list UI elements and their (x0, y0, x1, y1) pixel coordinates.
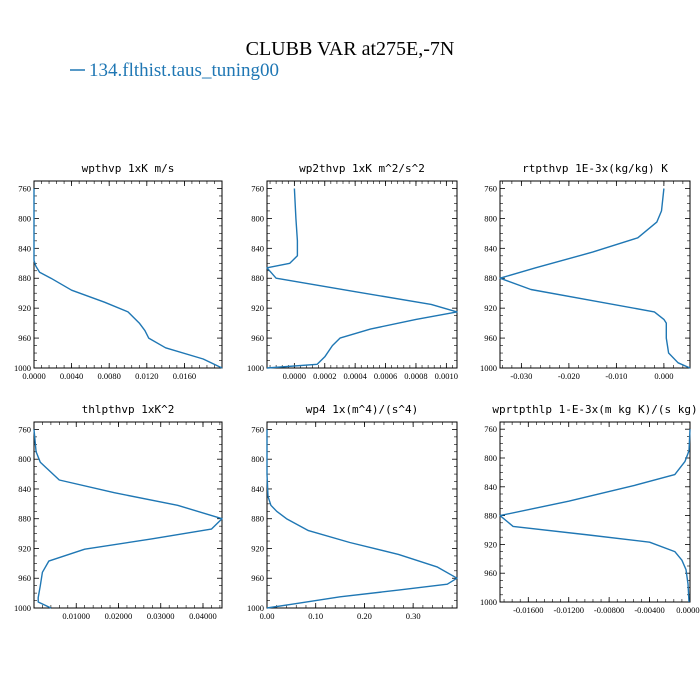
y-tick-label: 1000 (480, 597, 497, 607)
y-tick-label: 840 (484, 482, 497, 492)
y-tick-label: 1000 (14, 363, 31, 373)
x-tick-label: 0.000 (654, 371, 673, 381)
plot-frame (33, 421, 223, 609)
y-tick-label: 800 (484, 213, 497, 223)
series-line (33, 429, 223, 609)
y-tick-label: 800 (484, 453, 497, 463)
series-line (499, 188, 691, 369)
y-tick-label: 760 (484, 183, 497, 193)
x-tick-label: -0.01200 (553, 605, 583, 615)
x-tick-label: -0.020 (558, 371, 580, 381)
panel-title: wp4 1x(m^4)/(s^4) (306, 403, 419, 416)
y-tick-label: 800 (18, 213, 31, 223)
panel-5: wp4 1x(m^4)/(s^4)76080084088092096010000… (247, 403, 458, 621)
x-tick-label: -0.00800 (594, 605, 624, 615)
x-tick-label: 0.01000 (62, 611, 90, 621)
panel-6: wprtpthlp 1-E-3x(m kg K)/(s kg) 760 800 840… (480, 403, 700, 615)
y-tick-label: 880 (484, 511, 497, 521)
y-tick-label: 880 (251, 514, 264, 524)
y-tick-label: 920 (18, 543, 31, 553)
x-tick-label: -0.030 (510, 371, 532, 381)
y-tick-label: 1000 (480, 363, 497, 373)
figure-title: CLUBB VAR at275E,-7N (246, 38, 455, 60)
series-line (266, 429, 458, 609)
y-tick-label: 880 (484, 273, 497, 283)
y-tick-label: 920 (18, 303, 31, 313)
y-tick-label: 1000 (247, 363, 264, 373)
x-tick-label: 0.0008 (404, 371, 427, 381)
y-tick-label: 760 (484, 424, 497, 434)
panels: wpthvp 1xK m/s76080084088092096010000.00… (14, 162, 700, 621)
y-tick-label: 1000 (14, 603, 31, 613)
y-tick-label: 840 (18, 243, 31, 253)
y-tick-label: 880 (18, 514, 31, 524)
x-tick-label: -0.00400 (634, 605, 664, 615)
plot-frame (33, 180, 223, 369)
y-tick-label: 960 (251, 573, 264, 583)
series-line (33, 188, 223, 369)
y-tick-label: 760 (251, 424, 264, 434)
y-tick-label: 960 (18, 333, 31, 343)
y-tick-label: 760 (18, 424, 31, 434)
plot-frame (499, 421, 691, 603)
plot-frame (266, 180, 458, 369)
panel-title: thlpthvp 1xK^2 (82, 403, 175, 416)
x-tick-label: 0.02000 (105, 611, 133, 621)
plot-frame (499, 180, 691, 369)
x-tick-label: 0.20 (357, 611, 372, 621)
x-tick-label: 0.0010 (435, 371, 458, 381)
y-tick-label: 960 (251, 333, 264, 343)
y-tick-label: 880 (251, 273, 264, 283)
y-tick-label: 960 (18, 573, 31, 583)
x-tick-label: 0.30 (406, 611, 421, 621)
panel-4: thlpthvp 1xK^2 760 800 840 880 920 960 1000 0.01… (14, 403, 223, 621)
y-tick-label: 960 (484, 568, 497, 578)
panel-2: wp2thvp 1xK m^2/s^2 760 800 840 880 920 960 100… (247, 162, 458, 381)
y-tick-label: 840 (484, 243, 497, 253)
y-tick-label: 840 (18, 484, 31, 494)
x-tick-label: 0.00 (260, 611, 275, 621)
x-tick-label: 0.04000 (189, 611, 217, 621)
panel-1: wpthvp 1xK m/s76080084088092096010000.00… (14, 162, 223, 381)
y-tick-label: 920 (484, 303, 497, 313)
x-tick-label: 0.0006 (374, 371, 397, 381)
y-tick-label: 840 (251, 243, 264, 253)
panel-title: rtpthvp 1E-3x(kg/kg) K (522, 162, 668, 175)
x-tick-label: 0.0080 (98, 371, 121, 381)
x-tick-label: 0.0040 (60, 371, 83, 381)
panel-title: wprtpthlp 1-E-3x(m kg K)/(s kg) (492, 403, 697, 416)
y-tick-label: 800 (18, 454, 31, 464)
x-tick-label: -0.010 (605, 371, 627, 381)
x-tick-label: 0.0002 (313, 371, 336, 381)
x-tick-label: 0.0160 (173, 371, 196, 381)
y-tick-label: 920 (251, 543, 264, 553)
plot-frame (266, 421, 458, 609)
y-tick-label: 800 (251, 213, 264, 223)
y-tick-label: 880 (18, 273, 31, 283)
x-tick-label: 0.0120 (135, 371, 158, 381)
y-tick-label: 840 (251, 484, 264, 494)
legend-label: 134.flthist.taus_tuning00 (89, 60, 279, 81)
x-tick-label: 0.03000 (147, 611, 175, 621)
x-tick-label: 0.10 (308, 611, 323, 621)
x-tick-label: 0.0004 (343, 371, 367, 381)
y-tick-label: 1000 (247, 603, 264, 613)
y-tick-label: 800 (251, 454, 264, 464)
y-tick-label: 960 (484, 333, 497, 343)
x-tick-label: 0.0000 (22, 371, 45, 381)
y-tick-label: 760 (251, 183, 264, 193)
panel-3: rtpthvp 1E-3x(kg/kg) K 760 800 840 880 920 960… (480, 162, 691, 381)
y-tick-label: 760 (18, 183, 31, 193)
panel-title: wpthvp 1xK m/s (82, 162, 175, 175)
x-tick-label: -0.01600 (513, 605, 543, 615)
y-tick-label: 920 (251, 303, 264, 313)
series-line (499, 429, 691, 603)
y-tick-label: 920 (484, 539, 497, 549)
panel-title: wp2thvp 1xK m^2/s^2 (299, 162, 425, 175)
series-line (266, 188, 458, 369)
x-tick-label: 0.0000 (283, 371, 306, 381)
